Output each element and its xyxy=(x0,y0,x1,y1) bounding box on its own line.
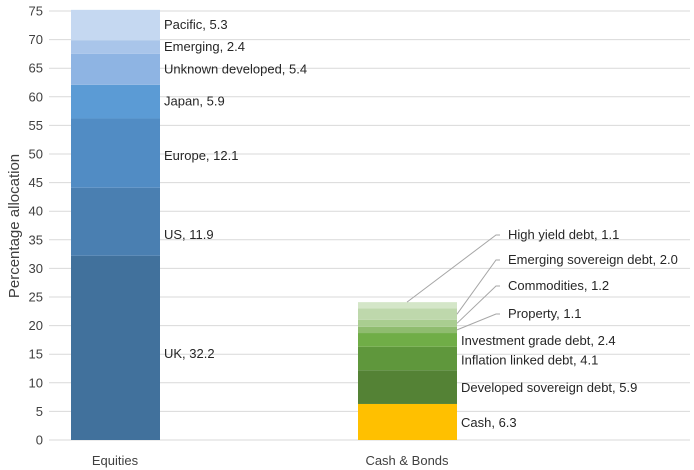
segment-label: Cash, 6.3 xyxy=(461,415,517,430)
bars xyxy=(71,9,457,440)
y-tick-label: 15 xyxy=(29,347,43,362)
segment-label: Commodities, 1.2 xyxy=(508,278,609,293)
bar-segment-investment-grade-debt xyxy=(358,333,457,347)
y-tick-label: 40 xyxy=(29,204,43,219)
y-tick-label: 30 xyxy=(29,261,43,276)
y-tick-label: 0 xyxy=(36,433,43,448)
y-axis-ticks: 0 5 10 15 20 25 30 35 40 45 50 55 60 65 70 75 xyxy=(29,4,43,448)
bar-segment-unknown-developed xyxy=(71,53,160,85)
y-tick-label: 35 xyxy=(29,232,43,247)
y-tick-label: 60 xyxy=(29,89,43,104)
segment-label: High yield debt, 1.1 xyxy=(508,227,619,242)
segment-label: Japan, 5.9 xyxy=(164,94,225,109)
leader-lines xyxy=(406,234,500,331)
bar-segment-high-yield-debt xyxy=(358,302,457,309)
x-category-label: Equities xyxy=(92,453,139,468)
y-tick-label: 50 xyxy=(29,147,43,162)
y-tick-label: 65 xyxy=(29,61,43,76)
bar-segment-cash xyxy=(358,403,457,440)
bar-segment-inflation-linked-debt xyxy=(358,346,457,371)
x-axis-categories: Equities Cash & Bonds xyxy=(92,453,449,468)
y-tick-label: 70 xyxy=(29,32,43,47)
bar-segment-commodities xyxy=(358,319,457,327)
bar-segment-uk xyxy=(71,255,160,440)
leader-line xyxy=(456,313,500,331)
segment-label: Emerging, 2.4 xyxy=(164,39,245,54)
leader-line xyxy=(456,285,500,324)
y-tick-label: 25 xyxy=(29,290,43,305)
bar-segment-emerging-sovereign-debt xyxy=(358,308,457,320)
y-tick-label: 10 xyxy=(29,375,43,390)
leader-line xyxy=(406,234,500,303)
bar-segment-pacific xyxy=(71,9,160,41)
bar-segment-us xyxy=(71,187,160,256)
segment-label: Emerging sovereign debt, 2.0 xyxy=(508,252,678,267)
bar-segment-japan xyxy=(71,84,160,119)
bar-segment-property xyxy=(358,326,457,334)
segment-label: Pacific, 5.3 xyxy=(164,17,228,32)
bar-segment-emerging xyxy=(71,40,160,54)
segment-labels: UK, 32.2 US, 11.9 Europe, 12.1 Japan, 5.9 Un… xyxy=(164,17,678,430)
segment-label: Investment grade debt, 2.4 xyxy=(461,333,616,348)
segment-label: Inflation linked debt, 4.1 xyxy=(461,352,598,367)
y-tick-label: 20 xyxy=(29,318,43,333)
segment-label: Property, 1.1 xyxy=(508,306,581,321)
y-tick-label: 5 xyxy=(36,404,43,419)
bar-segment-developed-sovereign-debt xyxy=(358,370,457,404)
segment-label: Developed sovereign debt, 5.9 xyxy=(461,380,637,395)
segment-label: US, 11.9 xyxy=(164,227,214,242)
y-tick-label: 75 xyxy=(29,4,43,19)
y-tick-label: 55 xyxy=(29,118,43,133)
segment-label: UK, 32.2 xyxy=(164,346,215,361)
segment-label: Unknown developed, 5.4 xyxy=(164,61,307,76)
x-category-label: Cash & Bonds xyxy=(365,453,449,468)
leader-line xyxy=(456,259,500,315)
segment-label: Europe, 12.1 xyxy=(164,148,238,163)
bar-segment-europe xyxy=(71,118,160,188)
y-axis-title: Percentage allocation xyxy=(6,154,23,298)
y-tick-label: 45 xyxy=(29,175,43,190)
